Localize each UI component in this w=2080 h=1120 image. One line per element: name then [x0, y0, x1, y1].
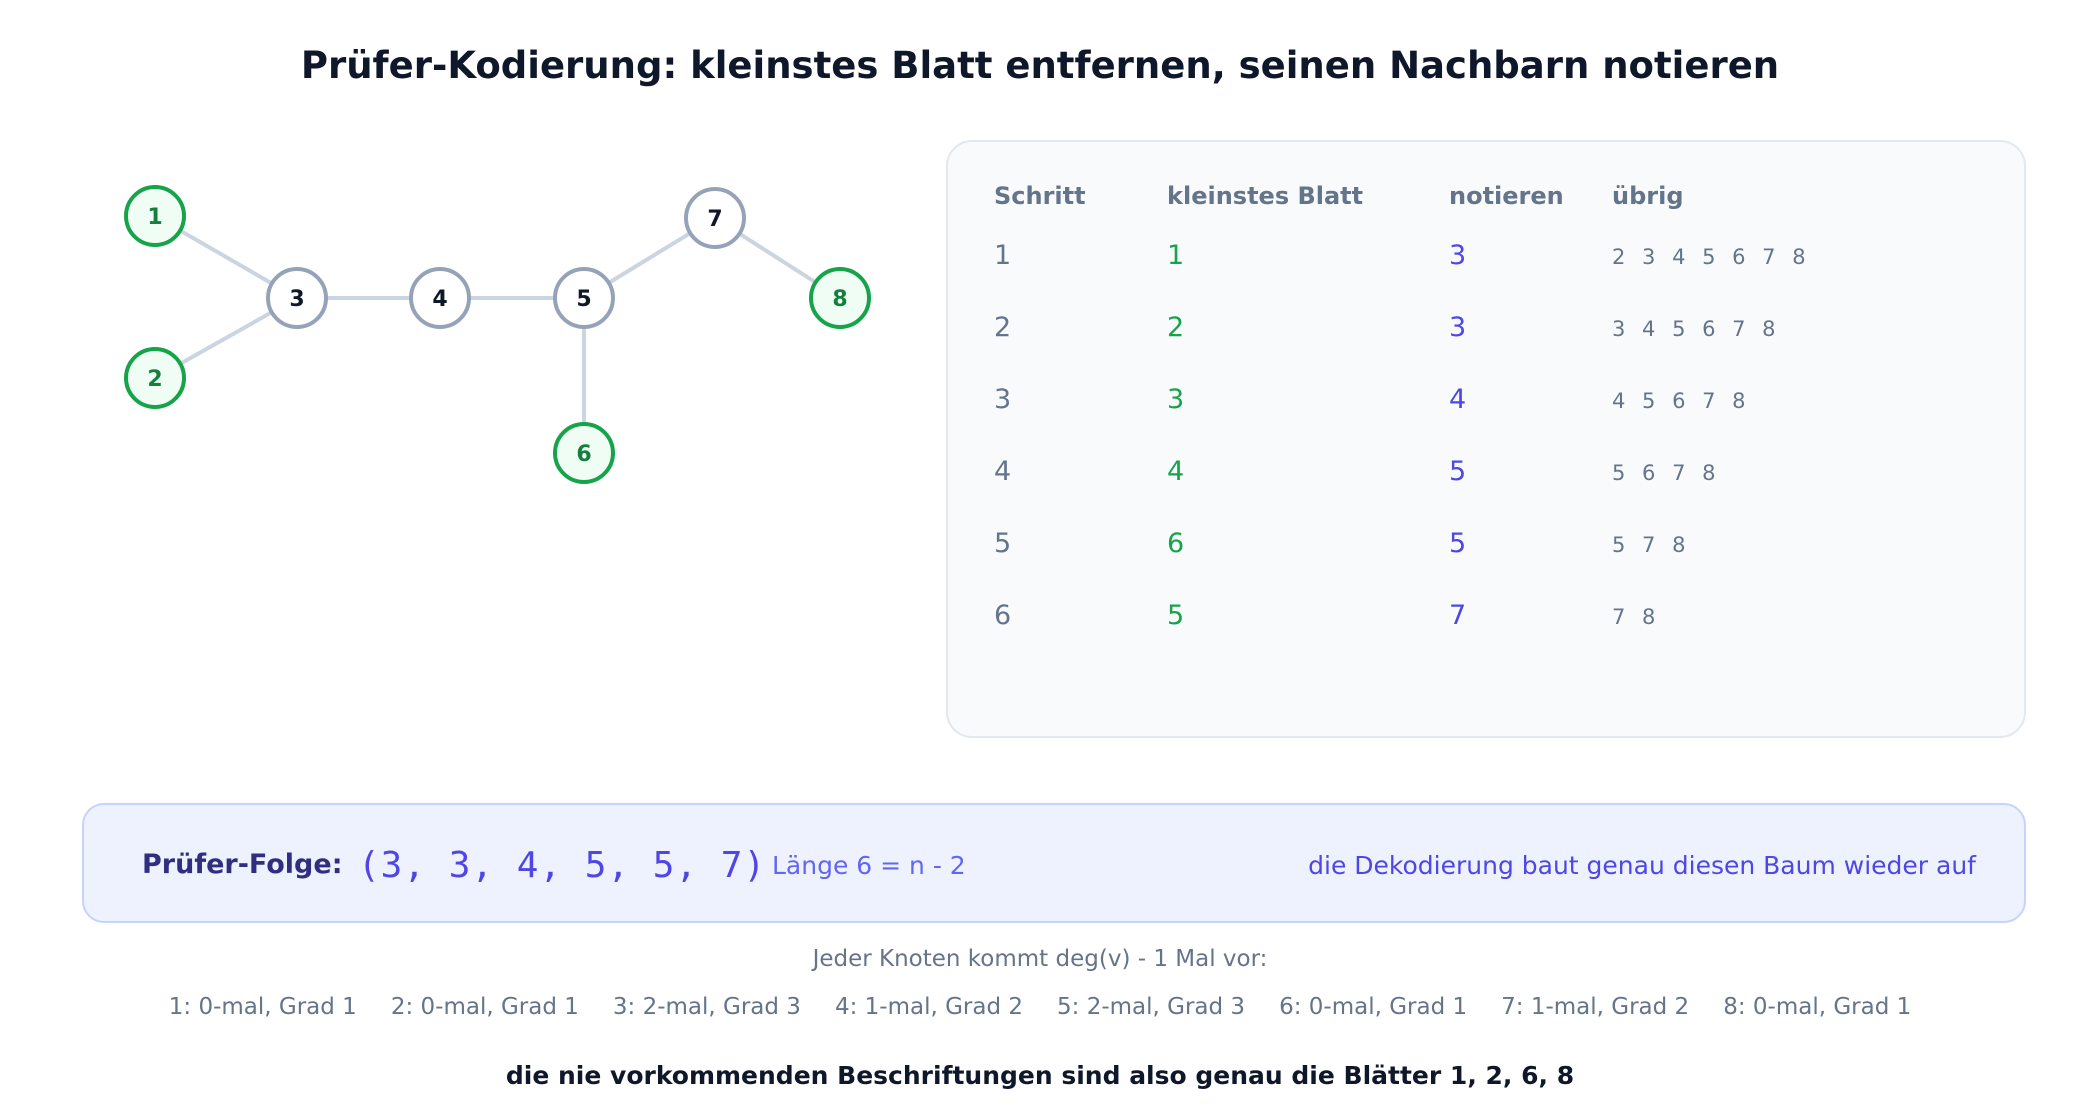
cell-note: 5 [1449, 456, 1467, 487]
degree-item: 8: 0-mal, Grad 1 [1723, 994, 1912, 1020]
cell-note: 4 [1449, 384, 1467, 415]
cell-note: 5 [1449, 528, 1467, 559]
header-note: notieren [1449, 182, 1564, 210]
sequence-value: (3, 3, 4, 5, 5, 7) [358, 845, 767, 886]
tree-node-3: 3 [266, 267, 328, 329]
tree-node-label: 6 [576, 442, 591, 467]
header-step: Schritt [994, 182, 1086, 210]
sequence-length: Länge 6 = n - 2 [772, 851, 966, 880]
cell-rest: 5 6 7 8 [1612, 461, 1721, 485]
cell-rest: 2 3 4 5 6 7 8 [1612, 245, 1811, 269]
cell-step: 3 [994, 384, 1012, 415]
cell-rest: 4 5 6 7 8 [1612, 389, 1751, 413]
cell-leaf: 2 [1167, 312, 1185, 343]
degree-item: 4: 1-mal, Grad 2 [834, 994, 1023, 1020]
tree-node-circle [124, 347, 186, 409]
page-title: Prüfer-Kodierung: kleinstes Blatt entfer… [300, 44, 1780, 87]
tree-node-7: 7 [684, 187, 746, 249]
tree-node-circle [266, 267, 328, 329]
tree-node-label: 3 [289, 287, 304, 312]
tree-node-label: 7 [707, 207, 722, 232]
sequence-label: Prüfer-Folge: [142, 849, 343, 880]
cell-note: 7 [1449, 600, 1467, 631]
tree-node-circle [684, 187, 746, 249]
tree-node-label: 4 [432, 287, 447, 312]
sequence-note: die Dekodierung baut genau diesen Baum w… [1308, 851, 1976, 880]
cell-rest: 3 4 5 6 7 8 [1612, 317, 1781, 341]
cell-note: 3 [1449, 240, 1467, 271]
tree-node-label: 1 [147, 205, 162, 230]
tree-node-8: 8 [809, 267, 871, 329]
tree-node-label: 5 [576, 287, 591, 312]
tree-node-circle [124, 185, 186, 247]
cell-step: 2 [994, 312, 1012, 343]
steps-table-panel: Schritt kleinstes Blatt notieren übrig 1… [946, 140, 2026, 738]
tree-node-5: 5 [553, 267, 615, 329]
tree-node-6: 6 [553, 422, 615, 484]
sequence-box: Prüfer-Folge: (3, 3, 4, 5, 5, 7) Länge 6… [82, 803, 2026, 923]
degree-item: 3: 2-mal, Grad 3 [612, 994, 801, 1020]
tree-node-circle [409, 267, 471, 329]
cell-leaf: 5 [1167, 600, 1185, 631]
tree-node-4: 4 [409, 267, 471, 329]
cell-step: 5 [994, 528, 1012, 559]
tree-node-1: 1 [124, 185, 186, 247]
degree-item: 5: 2-mal, Grad 3 [1057, 994, 1246, 1020]
tree-node-2: 2 [124, 347, 186, 409]
cell-leaf: 1 [1167, 240, 1185, 271]
tree-node-circle [809, 267, 871, 329]
degree-item: 6: 0-mal, Grad 1 [1279, 994, 1468, 1020]
cell-step: 6 [994, 600, 1012, 631]
tree-node-label: 2 [147, 367, 162, 392]
degree-intro: Jeder Knoten kommt deg(v) - 1 Mal vor: [812, 946, 1268, 972]
cell-rest: 5 7 8 [1612, 533, 1691, 557]
degree-item: 7: 1-mal, Grad 2 [1501, 994, 1690, 1020]
degree-item: 1: 0-mal, Grad 1 [168, 994, 357, 1020]
degree-item: 2: 0-mal, Grad 1 [390, 994, 579, 1020]
tree-node-circle [553, 267, 615, 329]
tree-node-label: 8 [832, 287, 847, 312]
cell-note: 3 [1449, 312, 1467, 343]
cell-leaf: 4 [1167, 456, 1185, 487]
header-rest: übrig [1612, 182, 1684, 210]
cell-leaf: 3 [1167, 384, 1185, 415]
cell-leaf: 6 [1167, 528, 1185, 559]
tree-node-circle [553, 422, 615, 484]
cell-step: 4 [994, 456, 1012, 487]
cell-step: 1 [994, 240, 1012, 271]
tree-diagram: 1 2 3 4 5 6 7 8 [124, 185, 871, 484]
header-leaf: kleinstes Blatt [1167, 182, 1364, 210]
degree-list: 1: 0-mal, Grad 1 2: 0-mal, Grad 1 3: 2-m… [0, 994, 2080, 1020]
cell-rest: 7 8 [1612, 605, 1661, 629]
conclusion: die nie vorkommenden Beschriftungen sind… [505, 1061, 1575, 1090]
